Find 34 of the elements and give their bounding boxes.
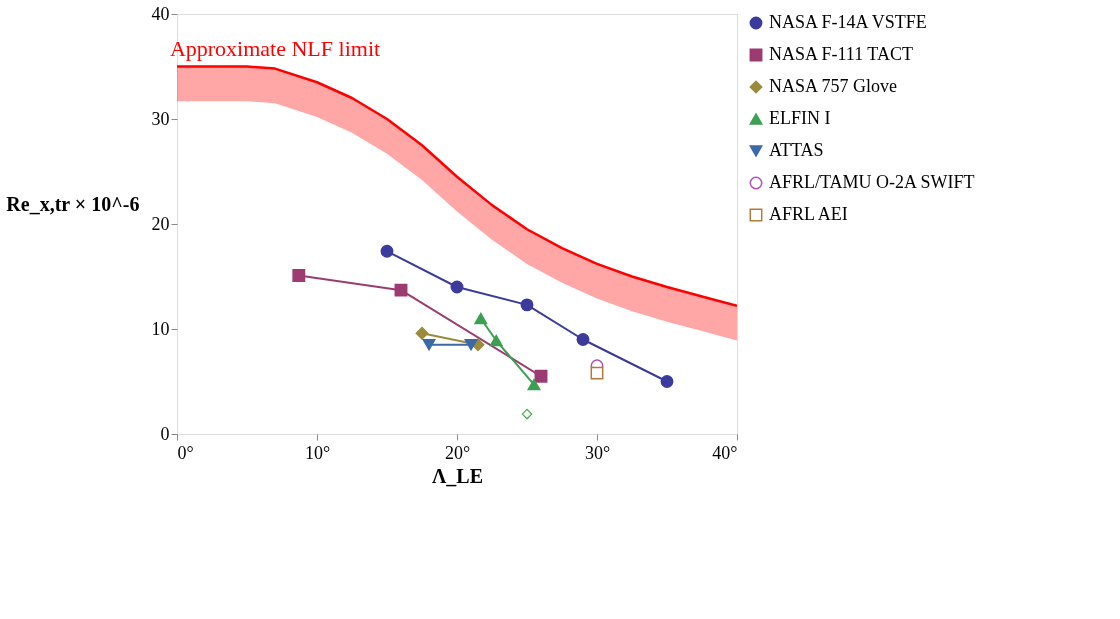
annotation: Approximate NLF limit [169,35,381,61]
legend-label: ATTAS [769,140,824,160]
point [380,244,394,258]
point [534,369,548,383]
y-tick-label: 40 [151,3,170,24]
point [474,312,488,325]
point [576,333,590,346]
point [394,283,408,297]
point [489,334,503,347]
y-tick-label: 10 [151,318,170,339]
y-tick-label: 20 [151,213,170,234]
y-axis-title: Re_x,tr × 10^-6 [6,192,140,215]
y-tick-label: 30 [151,108,170,129]
legend-label: NASA F-14A VSTFE [769,12,927,32]
legend-label: ELFIN I [769,108,831,128]
point [520,298,534,312]
legend-label: AFRL/TAMU O-2A SWIFT [769,172,975,192]
legend-label: NASA 757 Glove [769,76,898,96]
legend-label: AFRL AEI [769,204,848,224]
x-tick-label: 10° [304,442,331,463]
point [521,408,533,420]
point [660,375,674,388]
x-tick-label: 20° [444,442,471,463]
legend-label: NASA F-111 TACT [769,44,913,64]
point [450,280,464,294]
point [292,269,306,282]
x-tick-label: 40° [712,442,738,463]
point [527,378,541,391]
y-tick-label: 0 [160,423,170,444]
point [590,366,604,380]
x-tick-label: 0° [177,442,194,463]
point [415,326,429,340]
x-axis-title: Λ_LE [431,464,484,487]
x-tick-label: 30° [584,442,611,463]
